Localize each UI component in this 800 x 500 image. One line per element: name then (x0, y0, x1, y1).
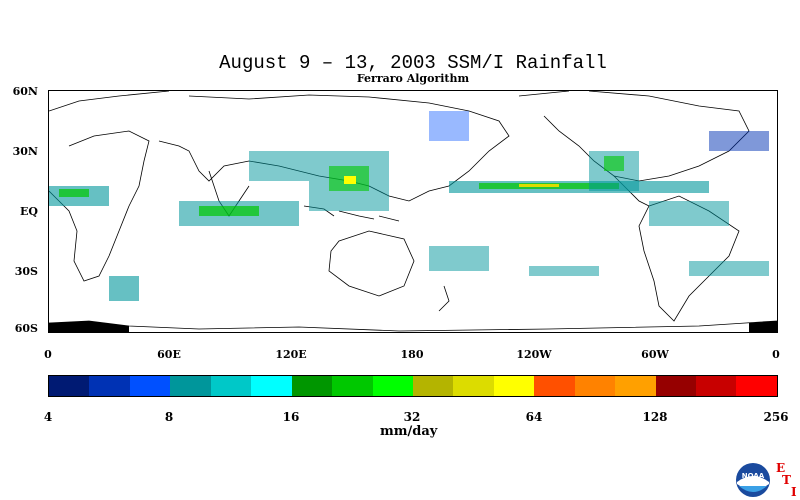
lon-label-0-end: 0 (772, 348, 780, 361)
colorbar-tick-32: 32 (403, 410, 421, 424)
colorbar-tick-256: 256 (763, 410, 789, 424)
colorbar-segment (170, 376, 211, 396)
colorbar-segment (129, 376, 171, 396)
rainfall-map (48, 90, 778, 333)
svg-text:NOAA: NOAA (742, 472, 765, 480)
lat-label-30s: 30S (14, 265, 38, 278)
colorbar-segment (372, 376, 413, 396)
colorbar-tick-8: 8 (164, 410, 174, 424)
colorbar-tick-64: 64 (525, 410, 543, 424)
colorbar-segment (210, 376, 252, 396)
colorbar-segment (615, 376, 656, 396)
lon-label-120w: 120W (516, 348, 552, 361)
colorbar-segment (49, 376, 90, 396)
colorbar-segment (412, 376, 454, 396)
colorbar-tick-128: 128 (642, 410, 668, 424)
colorbar-segment (736, 376, 777, 396)
rainfall-map-svg (49, 91, 777, 332)
map-subtitle: Ferraro Algorithm (356, 72, 470, 85)
lon-label-60w: 60W (641, 348, 669, 361)
noaa-logo: NOAA (736, 463, 770, 497)
colorbar-tick-16: 16 (282, 410, 300, 424)
colorbar-segment (493, 376, 535, 396)
colorbar-tick-4: 4 (43, 410, 53, 424)
lat-label-eq: EQ (20, 205, 38, 218)
rainfall-cells (49, 111, 769, 301)
map-title: August 9 – 13, 2003 SSM/I Rainfall (219, 52, 607, 74)
color-scale-bar (48, 375, 778, 397)
lon-label-0: 0 (44, 348, 52, 361)
lat-label-60s: 60S (14, 322, 38, 335)
colorbar-segment (696, 376, 737, 396)
lon-label-120e: 120E (275, 348, 307, 361)
lon-label-60e: 60E (157, 348, 181, 361)
colorbar-segment (534, 376, 575, 396)
colorbar-segment (574, 376, 616, 396)
colorbar-segment (332, 376, 373, 396)
lon-label-180: 180 (400, 348, 424, 361)
lat-label-30n: 30N (12, 145, 38, 158)
colorbar-segment (453, 376, 494, 396)
colorbar-segment (655, 376, 696, 396)
lat-label-60n: 60N (12, 85, 38, 98)
colorbar-segment (89, 376, 130, 396)
colorbar-units: mm/day (380, 424, 438, 439)
colorbar-segment (251, 376, 292, 396)
colorbar-segment (291, 376, 333, 396)
antarctic-shading (49, 321, 777, 332)
eti-logo: E T I (776, 461, 797, 499)
